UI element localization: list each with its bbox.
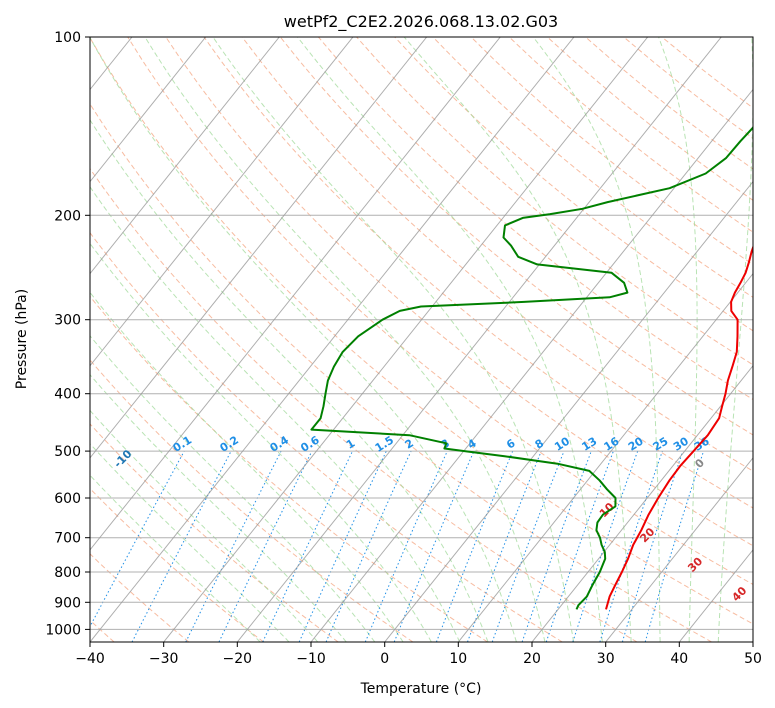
dry-adiabat <box>394 37 753 332</box>
x-tick-label: 40 <box>670 651 688 667</box>
dry-adiabat <box>90 103 712 642</box>
mixing-ratio-line <box>90 450 185 628</box>
x-tick-label: −20 <box>223 651 253 667</box>
moist-adiabat <box>90 443 290 642</box>
dry-adiabat <box>90 295 488 642</box>
plot-frame <box>89 36 754 643</box>
x-tick-label: −40 <box>75 651 105 667</box>
dry-adiabat <box>203 37 753 509</box>
x-tick-label: 10 <box>449 651 467 667</box>
moist-adiabat <box>658 37 698 642</box>
moist-adiabat <box>532 37 661 642</box>
x-tick-label: −10 <box>296 651 326 667</box>
y-tick-label: 200 <box>54 208 81 224</box>
dry-adiabat <box>90 487 264 642</box>
moist-adiabat <box>212 37 575 642</box>
x-axis-label: Temperature (°C) <box>360 681 482 697</box>
y-tick-label: 400 <box>54 387 81 403</box>
y-tick-label: 700 <box>54 531 81 547</box>
chart-title: wetPf2_C2E2.2026.068.13.02.G03 <box>284 12 558 32</box>
plot-area: 0.10.20.40.611.52346810131620253036-100-… <box>90 37 753 642</box>
x-tick-label: 30 <box>597 651 615 667</box>
mixing-ratio-line <box>572 450 639 642</box>
profile-series <box>310 126 753 610</box>
mixing-ratio-line <box>325 450 412 642</box>
x-axis-ticks: −40 −30 −20 −10 0 10 20 30 40 50 <box>75 642 762 667</box>
isotherm-line <box>163 37 649 642</box>
isotherm-line <box>236 37 722 642</box>
mixing-ratio-line <box>491 450 565 642</box>
dry-adiabat <box>90 553 190 642</box>
moist-adiabat <box>90 37 517 642</box>
mixing-ratio-line <box>185 450 282 642</box>
isotherm-line <box>90 37 575 642</box>
moist-adiabat <box>90 242 432 642</box>
isotherm-line <box>531 364 753 642</box>
isotherm-line <box>90 37 428 459</box>
mixing-ratio-line <box>435 450 514 642</box>
isotherm-line <box>90 37 280 275</box>
dry-adiabat <box>241 37 753 472</box>
isotherm-line <box>457 272 753 642</box>
moist-adiabat <box>90 186 461 642</box>
y-tick-label: 900 <box>54 595 81 611</box>
moist-adiabat <box>144 37 546 642</box>
y-tick-label: 1000 <box>45 622 81 638</box>
dewpoint-profile-line <box>310 126 753 610</box>
mixing-ratio-line <box>545 450 614 642</box>
moist-adiabat <box>90 291 404 642</box>
isotherm-line <box>90 37 354 367</box>
y-tick-label: 800 <box>54 565 81 581</box>
isotherm-lines <box>90 37 753 642</box>
mixing-ratio-line <box>599 450 663 642</box>
y-tick-label: 600 <box>54 491 81 507</box>
mixing-ratio-line <box>521 450 592 642</box>
x-tick-label: 20 <box>523 651 541 667</box>
isotherm-line <box>90 37 207 183</box>
dry-adiabat <box>432 37 753 298</box>
dry-adiabat <box>90 37 753 625</box>
x-tick-label: −30 <box>149 651 179 667</box>
temperature-profile-line <box>605 244 753 610</box>
moist-adiabat <box>90 118 489 642</box>
dry-adiabat <box>279 37 753 436</box>
isotherm-line <box>310 88 753 642</box>
background-lines <box>90 37 753 642</box>
dry-adiabat <box>90 423 339 642</box>
isotherm-line <box>605 457 753 642</box>
x-tick-label: 50 <box>744 651 762 667</box>
y-tick-label: 100 <box>54 30 81 46</box>
y-tick-label: 500 <box>54 444 81 460</box>
moist-adiabat <box>297 37 603 642</box>
mixing-ratio-line <box>621 450 684 642</box>
moist-adiabat <box>90 409 319 642</box>
isotherm-line <box>90 37 501 551</box>
moist-adiabat <box>403 37 632 642</box>
y-axis-ticks: 1000 900 800 700 600 500 400 300 200 100 <box>45 30 90 638</box>
moist-adiabat <box>90 335 376 642</box>
moist-adiabat <box>717 37 753 642</box>
mixing-ratio-line <box>364 450 448 642</box>
x-tick-label: 0 <box>380 651 389 667</box>
moist-adiabat <box>90 474 261 642</box>
dry-adiabat <box>356 37 753 366</box>
y-tick-label: 300 <box>54 313 81 329</box>
mixing-ratio-line <box>467 450 542 642</box>
isotherm-line <box>384 180 753 642</box>
y-axis-label: Pressure (hPa) <box>14 289 30 389</box>
